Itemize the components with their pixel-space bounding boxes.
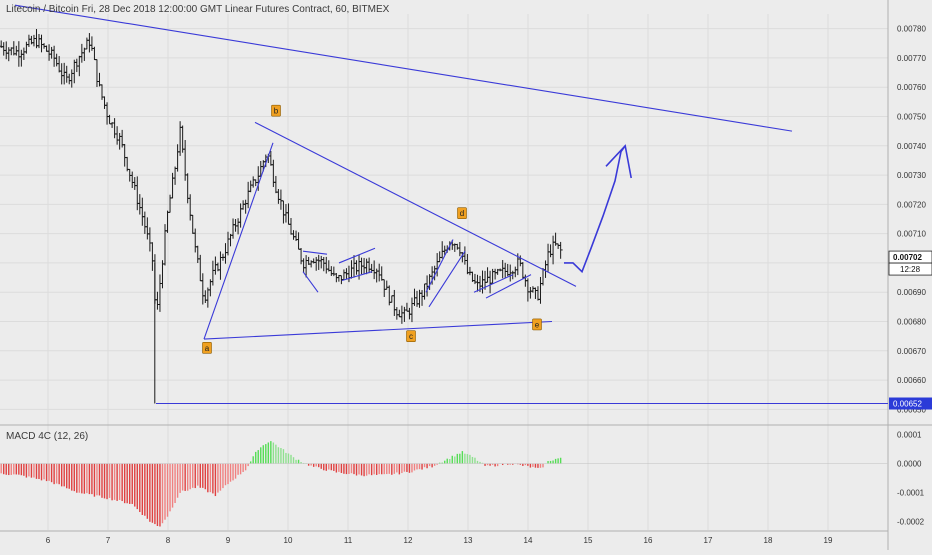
macd-title: MACD 4C (12, 26) — [6, 431, 89, 442]
countdown-label: 12:28 — [900, 265, 921, 274]
trendline-small-1 — [302, 250, 328, 255]
wave-label-e: e — [535, 320, 540, 329]
price-tick-label: 0.00770 — [897, 54, 926, 63]
time-tick-label: 10 — [284, 536, 293, 545]
price-tick-label: 0.00760 — [897, 83, 926, 92]
price-tick-label: 0.00660 — [897, 376, 926, 385]
price-tick-label: 0.00780 — [897, 25, 926, 34]
current-price-label: 0.00702 — [893, 253, 922, 262]
wave-label-c: c — [409, 332, 413, 341]
trendline-small-4 — [341, 271, 373, 282]
wave-label-a: a — [205, 344, 210, 353]
time-tick-label: 8 — [166, 536, 171, 545]
wave-label-box-c — [406, 330, 416, 342]
projection-arrow-path — [564, 145, 626, 274]
time-tick-label: 17 — [704, 536, 713, 545]
price-tick-label: 0.00670 — [897, 347, 926, 356]
time-tick-label: 13 — [464, 536, 473, 545]
price-tick-label: 0.00740 — [897, 142, 926, 151]
time-tick-label: 19 — [824, 536, 833, 545]
price-tick-label: 0.00750 — [897, 113, 926, 122]
time-tick-label: 6 — [46, 536, 51, 545]
trendline-wave-b-rise — [203, 142, 274, 340]
trendline-small-6 — [485, 274, 532, 299]
wave-label-box-a — [202, 342, 212, 354]
macd-tick-label: -0.0001 — [897, 488, 925, 497]
wave-label-box-e — [532, 318, 542, 331]
trendline-triangle-lower — [203, 320, 553, 340]
countdown-tag — [888, 262, 932, 276]
price-tick-label: 0.00680 — [897, 318, 926, 327]
trendline-long-resistance — [14, 4, 793, 132]
level-price-label: 0.00652 — [893, 400, 922, 409]
wave-label-box-b — [271, 104, 281, 117]
price-tick-label: 0.00730 — [897, 171, 926, 180]
time-tick-label: 7 — [106, 536, 111, 545]
wave-label-d: d — [460, 209, 464, 218]
trendline-small-2 — [302, 271, 319, 293]
time-tick-label: 11 — [344, 536, 353, 545]
level-price-tag — [889, 397, 932, 410]
time-tick-label: 18 — [764, 536, 773, 545]
projection-arrow-head — [605, 144, 632, 179]
chart-title: Litecoin / Bitcoin Fri, 28 Dec 2018 12:0… — [6, 4, 390, 15]
price-tick-label: 0.00720 — [897, 200, 926, 209]
macd-tick-label: 0.0000 — [897, 460, 922, 469]
trendline-small-5 — [473, 274, 514, 293]
macd-tick-label: 0.0001 — [897, 431, 922, 440]
price-tick-label: 0.00650 — [897, 405, 926, 414]
trendline-triangle-upper — [254, 121, 577, 287]
time-tick-label: 16 — [644, 536, 653, 545]
trendline-small-3 — [338, 247, 376, 264]
time-tick-label: 14 — [524, 536, 533, 545]
trendline-wave-d-1 — [425, 239, 454, 293]
trendline-wave-d-2 — [428, 250, 466, 308]
time-tick-label: 15 — [584, 536, 593, 545]
price-tick-label: 0.00690 — [897, 288, 926, 297]
macd-tick-label: -0.0002 — [897, 517, 925, 526]
wave-label-box-d — [457, 207, 467, 219]
time-tick-label: 9 — [226, 536, 231, 545]
wave-label-b: b — [274, 107, 279, 116]
price-tick-label: 0.00710 — [897, 230, 926, 239]
time-tick-label: 12 — [404, 536, 413, 545]
